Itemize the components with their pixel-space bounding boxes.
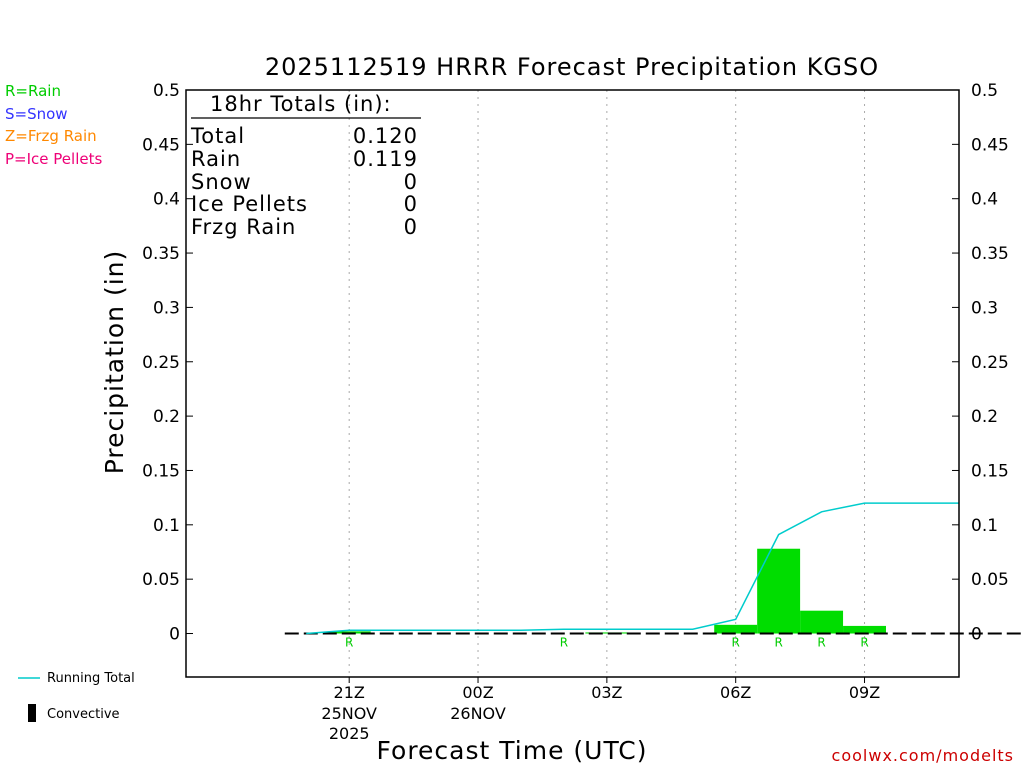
totals-value-snow: 0 [404, 170, 418, 194]
ytick-left-label-4: 0.2 [153, 407, 180, 427]
totals-value-frzg-rain: 0 [404, 215, 418, 239]
totals-label-snow: Snow [191, 170, 252, 194]
series-legend: Running Total Convective [18, 671, 135, 722]
totals-label-total: Total [190, 124, 245, 148]
ytick-left-label-9: 0.45 [142, 135, 180, 155]
ytick-left-label-6: 0.3 [153, 298, 180, 318]
ytick-left-label-1: 0.05 [142, 570, 180, 590]
precip-bar-7 [585, 632, 629, 634]
precip-bar-11 [757, 548, 801, 634]
xtick-label-1: 00Z [462, 683, 493, 702]
totals-value-ice-pellets: 0 [404, 192, 418, 216]
ptype-marker-4: R [817, 636, 825, 650]
ytick-left-label-5: 0.25 [142, 353, 180, 373]
ytick-right-label-4: 0.2 [971, 407, 998, 427]
precip-bars [327, 548, 886, 634]
ptype-marker-0: R [345, 636, 353, 650]
running-total-legend-label: Running Total [47, 671, 135, 686]
ytick-right-label-8: 0.4 [971, 190, 998, 210]
ytick-left-label-2: 0.1 [153, 516, 180, 536]
totals-label-frzg-rain: Frzg Rain [191, 215, 296, 239]
precip-bar-12 [800, 610, 844, 634]
xtick-label-0: 21Z [334, 683, 365, 702]
legend-frzg-rain: Z=Frzg Rain [5, 127, 97, 145]
xtick-label-4: 09Z [849, 683, 880, 702]
chart-title: 2025112519 HRRR Forecast Precipitation K… [265, 53, 879, 81]
legend-snow: S=Snow [5, 105, 68, 123]
y-axis-right: 0 0.05 0.1 0.15 0.2 0.25 0.3 0.35 0.4 0.45 0.5 [952, 81, 1009, 645]
ytick-right-label-2: 0.1 [971, 516, 998, 536]
totals-value-rain: 0.119 [353, 147, 418, 171]
ytick-left-label-3: 0.15 [142, 461, 180, 481]
running-total-polyline [306, 502, 959, 635]
ytick-left-label-10: 0.5 [153, 81, 180, 101]
precip-bar-13 [843, 625, 886, 634]
totals-label-rain: Rain [191, 147, 241, 171]
xtick-year-0: 2025 [329, 724, 370, 743]
ptype-marker-3: R [774, 636, 782, 650]
ytick-right-label-9: 0.45 [971, 135, 1009, 155]
precip-bar-1 [327, 631, 371, 634]
xtick-date-1: 26NOV [450, 704, 506, 723]
xtick-date-0: 25NOV [321, 704, 377, 723]
xtick-label-3: 06Z [720, 683, 751, 702]
ytick-right-label-0: 0 [971, 625, 982, 645]
ytick-left-label-8: 0.4 [153, 190, 180, 210]
plot-frame [185, 89, 960, 678]
ytick-right-label-1: 0.05 [971, 570, 1009, 590]
legend-rain: R=Rain [5, 82, 61, 100]
y-axis-label: Precipitation (in) [100, 250, 129, 475]
ytick-right-label-3: 0.15 [971, 461, 1009, 481]
ptype-marker-1: R [560, 636, 568, 650]
legend-ice-pellets: P=Ice Pellets [5, 150, 102, 168]
running-total-line [306, 502, 959, 635]
convective-legend-label: Convective [47, 707, 120, 722]
ptype-legend: R=Rain S=Snow Z=Frzg Rain P=Ice Pellets [5, 82, 102, 168]
convective-swatch [28, 704, 36, 722]
ytick-left-label-7: 0.35 [142, 244, 180, 264]
totals-label-ice-pellets: Ice Pellets [191, 192, 308, 216]
ytick-left-label-0: 0 [169, 625, 180, 645]
precip-bar-10 [714, 624, 758, 634]
ytick-right-label-6: 0.3 [971, 298, 998, 318]
y-axis-left: 0 0.05 0.1 0.15 0.2 0.25 0.3 0.35 0.4 0.45 0.5 [142, 81, 193, 645]
credit-text: coolwx.com/modelts [832, 746, 1014, 765]
ytick-right-label-10: 0.5 [971, 81, 998, 101]
xtick-label-2: 03Z [591, 683, 622, 702]
totals-header: 18hr Totals (in): [210, 92, 392, 116]
x-axis-label: Forecast Time (UTC) [377, 736, 648, 765]
ptype-marker-2: R [732, 636, 740, 650]
ytick-right-label-5: 0.25 [971, 353, 1009, 373]
totals-box: 18hr Totals (in): Total 0.120 Rain 0.119… [190, 92, 421, 239]
totals-value-total: 0.120 [353, 124, 418, 148]
ytick-right-label-7: 0.35 [971, 244, 1009, 264]
ptype-marker-5: R [860, 636, 868, 650]
